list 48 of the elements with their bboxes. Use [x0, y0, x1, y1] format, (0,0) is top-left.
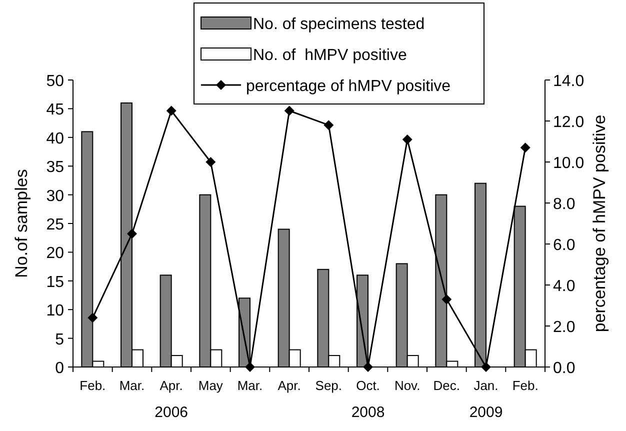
y-tick-label: 30: [46, 188, 64, 205]
point: [284, 106, 294, 116]
y2-axis-title: percentage of hMPV positive: [590, 114, 609, 332]
x-tick-label: Apr.: [278, 378, 301, 393]
y-tick-label: 15: [46, 274, 64, 291]
y-tick-label: 50: [46, 73, 64, 90]
y-tick-label: 35: [46, 159, 64, 176]
y-tick-label: 5: [55, 331, 64, 348]
x-tick-label: Nov.: [394, 378, 420, 393]
text: 2008: [351, 404, 385, 421]
point: [324, 120, 334, 130]
x-tick-label: May: [198, 378, 224, 393]
y2-tick-label: 6.0: [553, 237, 576, 254]
point: [442, 294, 452, 304]
y-tick-label: 20: [46, 245, 64, 262]
y-tick-label: 10: [46, 302, 64, 320]
y-axis-title: No.of samples: [12, 169, 31, 278]
x-tick-label: Feb.: [80, 378, 106, 393]
y2-tick-label: 12.0: [553, 114, 584, 131]
x-tick-label: Feb.: [512, 378, 538, 393]
y2-tick-label: 10.0: [553, 155, 584, 172]
y2-tick-label: 4.0: [553, 278, 576, 295]
x-tick-label: Apr.: [160, 378, 183, 393]
point: [206, 157, 216, 167]
x-tick-label: Sep.: [315, 378, 342, 393]
y2-tick-label: 14.0: [553, 73, 584, 90]
point: [166, 106, 176, 116]
x-tick-label: Mar.: [237, 378, 263, 393]
point: [402, 134, 412, 144]
x-tick-label: Jan.: [474, 378, 498, 393]
y-tick-label: 45: [46, 102, 64, 119]
text: 2006: [154, 404, 188, 421]
x-tick-label: Mar.: [119, 378, 145, 393]
point: [520, 142, 530, 153]
x-tick-label: Dec.: [433, 378, 460, 393]
y2-tick-label: 8.0: [553, 196, 576, 213]
legend-label: No. of hMPV positive: [253, 47, 407, 64]
x-tick-label: Oct.: [356, 378, 380, 393]
point: [88, 312, 98, 323]
legend-label: No. of specimens tested: [253, 16, 425, 33]
legend-label: percentage of hMPV positive: [246, 78, 451, 95]
y2-tick-label: 2.0: [553, 319, 576, 336]
y-tick-label: 40: [46, 130, 64, 148]
y2-tick-label: 0.0: [553, 360, 576, 377]
y-tick-label: 25: [46, 216, 64, 234]
point: [127, 228, 137, 239]
text: 2009: [469, 404, 503, 421]
y-tick-label: 0: [55, 360, 64, 377]
